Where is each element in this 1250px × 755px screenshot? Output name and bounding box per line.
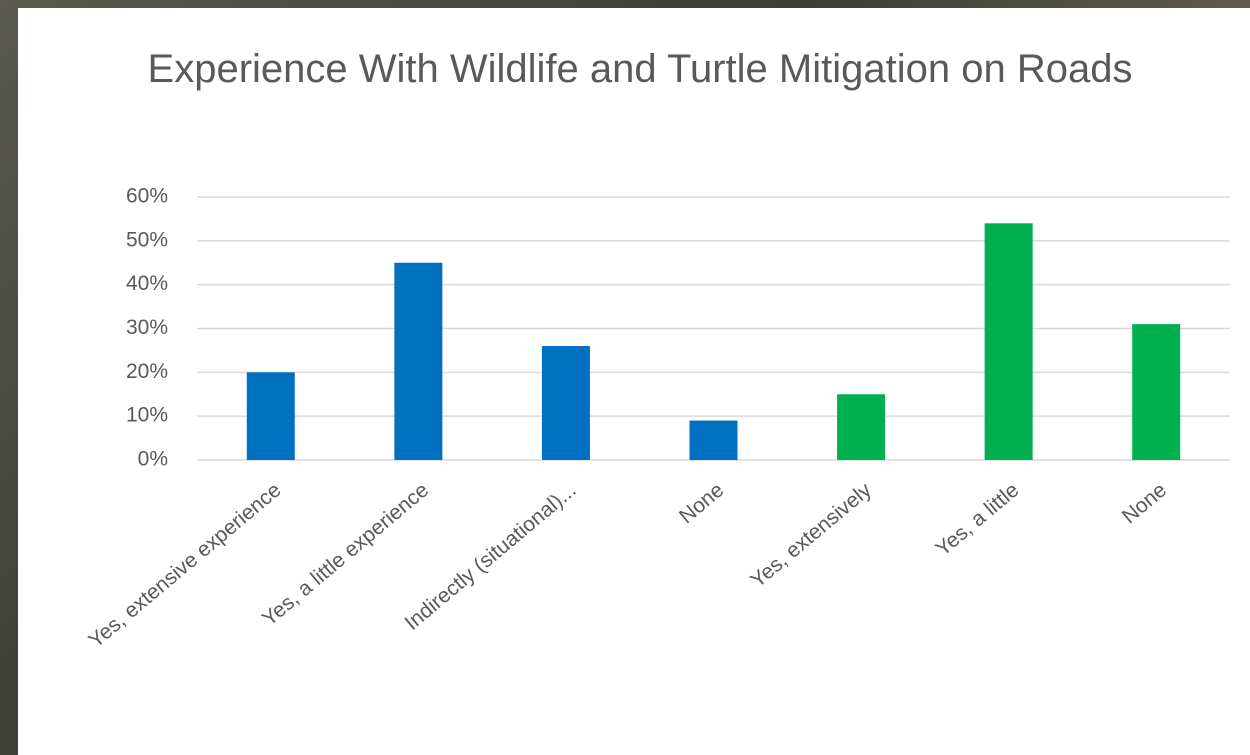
y-tick-label: 20%	[126, 360, 168, 383]
y-tick-label: 10%	[126, 404, 168, 427]
bar	[542, 346, 590, 460]
y-tick-label: 50%	[126, 228, 168, 251]
x-tick-label: Indirectly (situational)...	[401, 478, 581, 634]
bar	[837, 394, 885, 460]
bar	[394, 263, 442, 460]
x-tick-label: None	[1118, 478, 1171, 528]
y-tick-label: 40%	[126, 272, 168, 295]
y-tick-label: 60%	[126, 185, 168, 208]
x-tick-label: None	[675, 478, 728, 528]
bar	[690, 421, 738, 460]
x-tick-label: Yes, extensively	[746, 478, 876, 592]
page: Experience With Wildlife and Turtle Miti…	[0, 0, 1250, 755]
x-tick-label: Yes, a little experience	[258, 478, 433, 630]
x-tick-label: Yes, a little	[931, 478, 1023, 560]
x-tick-label: Yes, extensive experience	[84, 478, 285, 652]
bar	[985, 223, 1033, 460]
y-tick-label: 30%	[126, 316, 168, 339]
bar	[247, 372, 295, 460]
y-tick-label: 0%	[138, 448, 168, 471]
chart: 0% 10% 20% 30% 40% 50% 60% Yes, extensive exper…	[0, 0, 1250, 755]
bar	[1132, 324, 1180, 460]
